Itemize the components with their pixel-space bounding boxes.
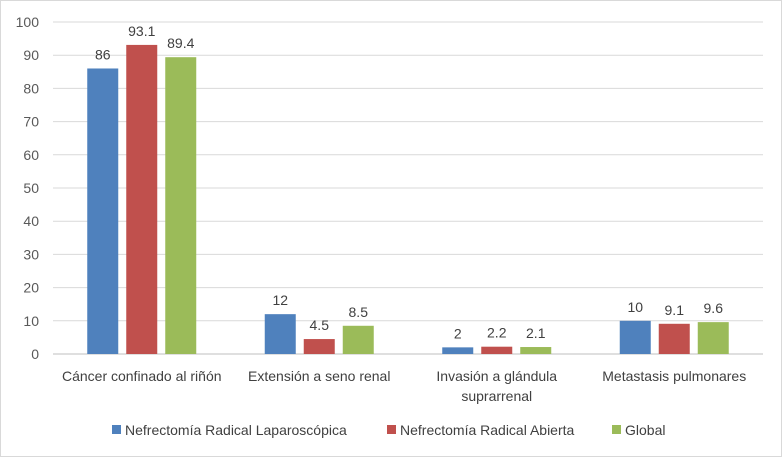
bar [619, 320, 651, 354]
legend-swatch [112, 425, 121, 434]
data-label: 89.4 [167, 35, 194, 51]
y-tick-label: 10 [23, 313, 39, 329]
data-label: 2.2 [487, 325, 507, 341]
category-label: suprarrenal [461, 388, 532, 404]
category-label: Cáncer confinado al riñón [62, 368, 222, 384]
y-tick-label: 60 [23, 147, 39, 163]
y-tick-label: 80 [23, 80, 39, 96]
bar [442, 347, 474, 354]
bar [126, 44, 158, 355]
legend-label: Nefrectomía Radical Laparoscópica [125, 422, 347, 438]
data-label: 10 [627, 299, 643, 315]
y-tick-label: 20 [23, 280, 39, 296]
data-label: 8.5 [349, 304, 369, 320]
bar [520, 347, 552, 354]
bar [87, 68, 119, 354]
y-tick-label: 0 [31, 346, 39, 362]
data-label: 86 [95, 46, 111, 62]
data-label: 4.5 [310, 317, 330, 333]
bar [481, 346, 513, 354]
legend: Nefrectomía Radical Laparoscópica Nefrect… [112, 422, 665, 438]
category-label: Metastasis pulmonares [602, 368, 746, 384]
y-axis-tick-labels: 0 10 20 30 40 50 60 70 80 90 100 [16, 14, 40, 362]
data-label: 12 [272, 292, 288, 308]
y-tick-label: 40 [23, 213, 39, 229]
bars [87, 44, 729, 355]
legend-swatch [387, 425, 396, 434]
data-label: 2.1 [526, 325, 546, 341]
bar [342, 325, 374, 354]
legend-label: Nefrectomía Radical Abierta [400, 422, 575, 438]
category-label: Extensión a seno renal [248, 368, 390, 384]
bar [264, 314, 296, 354]
bar [658, 323, 690, 354]
data-label: 9.6 [704, 300, 724, 316]
data-labels: 86 93.1 89.4 12 4.5 8.5 2 2.2 2.1 10 9.1 9.6 [95, 23, 723, 341]
bar [697, 322, 729, 354]
data-label: 93.1 [128, 23, 155, 39]
data-label: 9.1 [665, 302, 685, 318]
legend-swatch [612, 425, 621, 434]
bar [303, 339, 335, 354]
category-label: Invasión a glándula [436, 368, 557, 384]
y-tick-label: 70 [23, 114, 39, 130]
legend-label: Global [625, 422, 665, 438]
x-axis-category-labels: Cáncer confinado al riñón Extensión a sen… [62, 368, 746, 404]
y-tick-label: 90 [23, 47, 39, 63]
bar [165, 57, 197, 354]
gridlines [53, 21, 763, 355]
data-label: 2 [454, 325, 462, 341]
y-tick-label: 100 [16, 14, 40, 30]
y-tick-label: 30 [23, 246, 39, 262]
y-tick-label: 50 [23, 180, 39, 196]
